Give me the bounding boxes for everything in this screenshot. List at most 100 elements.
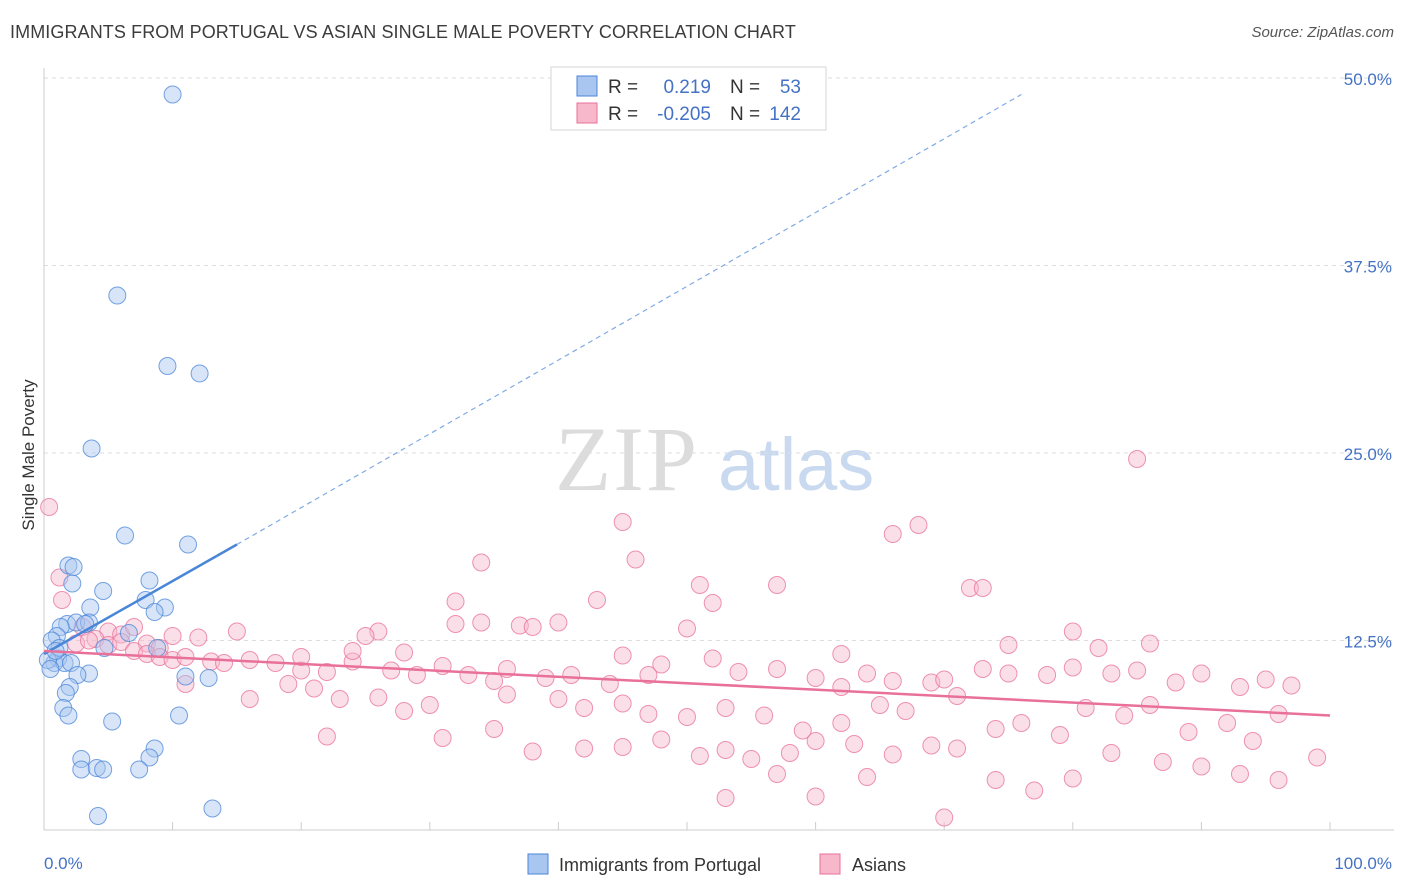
source-label: Source: ZipAtlas.com — [1251, 24, 1394, 41]
point-asians — [369, 688, 388, 707]
point-portugal — [63, 574, 82, 593]
point-portugal — [103, 712, 122, 731]
point-asians — [343, 642, 362, 660]
point-asians — [626, 550, 645, 569]
point-asians — [1192, 664, 1211, 683]
point-portugal — [203, 799, 222, 818]
x-tick-label-max: 100.0% — [1334, 854, 1392, 873]
point-asians — [755, 706, 774, 725]
point-asians — [125, 618, 144, 636]
point-portugal — [108, 286, 127, 305]
point-portugal — [145, 739, 164, 758]
point-asians — [973, 660, 992, 678]
point-portugal — [158, 357, 177, 375]
point-portugal — [94, 760, 113, 779]
legend-r-value-asians: -0.205 — [657, 104, 711, 125]
point-asians — [1192, 757, 1211, 776]
point-asians — [986, 771, 1005, 789]
point-asians — [613, 694, 632, 713]
point-asians — [639, 705, 658, 723]
point-asians — [317, 727, 336, 746]
point-asians — [305, 679, 324, 698]
point-asians — [536, 669, 555, 687]
point-asians — [1230, 678, 1249, 696]
point-asians — [1063, 658, 1082, 677]
point-asians — [729, 663, 748, 681]
point-portugal — [176, 667, 195, 686]
point-asians — [613, 513, 632, 531]
point-asians — [292, 661, 311, 680]
point-asians — [935, 808, 954, 827]
point-asians — [459, 666, 478, 684]
point-asians — [883, 672, 902, 690]
point-asians — [960, 579, 979, 597]
y-tick-label: 37.5% — [1344, 258, 1392, 277]
point-portugal — [94, 582, 113, 600]
point-asians — [935, 670, 954, 689]
point-asians — [1269, 771, 1288, 789]
point-asians — [716, 699, 735, 717]
point-asians — [832, 645, 851, 663]
point-portugal — [64, 558, 83, 576]
point-asians — [523, 742, 542, 761]
point-portugal — [148, 639, 167, 657]
point-asians — [382, 661, 401, 680]
point-asians — [472, 613, 491, 632]
y-axis-label: Single Male Poverty — [19, 379, 38, 531]
bottom-legend-swatch-asians — [819, 853, 841, 875]
point-asians — [1102, 744, 1121, 762]
point-portugal — [140, 571, 159, 590]
point-asians — [768, 660, 787, 678]
point-asians — [999, 664, 1018, 683]
point-asians — [870, 696, 889, 714]
point-asians — [510, 616, 529, 635]
point-asians — [690, 747, 709, 765]
point-portugal — [199, 669, 218, 687]
point-asians — [80, 631, 99, 650]
point-asians — [768, 576, 787, 594]
point-asians — [703, 649, 722, 668]
point-portugal — [119, 624, 138, 642]
series-portugal — [38, 85, 222, 825]
point-portugal — [51, 618, 70, 636]
watermark-atlas: atlas — [718, 423, 874, 506]
point-asians — [639, 666, 658, 684]
point-asians — [1243, 732, 1262, 750]
point-asians — [292, 648, 311, 666]
point-asians — [652, 655, 671, 674]
point-asians — [832, 714, 851, 732]
point-asians — [806, 732, 825, 750]
legend-r-value-portugal: 0.219 — [663, 77, 711, 98]
point-asians — [1128, 450, 1147, 468]
point-asians — [613, 646, 632, 665]
point-asians — [395, 702, 414, 720]
point-asians — [1115, 706, 1134, 725]
point-asians — [215, 654, 234, 672]
point-asians — [858, 664, 877, 683]
point-asians — [176, 675, 195, 693]
point-asians — [330, 690, 349, 708]
point-asians — [703, 594, 722, 612]
point-asians — [227, 622, 246, 641]
point-asians — [1166, 673, 1185, 692]
legend-n-label-portugal: N = — [730, 77, 760, 98]
point-asians — [716, 741, 735, 759]
point-asians — [909, 516, 928, 534]
point-portugal — [130, 760, 149, 779]
legend-n-value-asians: 142 — [769, 104, 801, 125]
point-asians — [1140, 634, 1159, 653]
trendlines — [43, 93, 1331, 717]
y-tick-label: 50.0% — [1344, 70, 1392, 89]
point-asians — [189, 628, 208, 647]
point-asians — [1025, 781, 1044, 800]
point-asians — [549, 613, 568, 632]
point-asians — [1063, 622, 1082, 641]
point-portugal — [140, 748, 159, 767]
point-asians — [678, 619, 696, 638]
point-asians — [652, 730, 671, 749]
y-tick-label: 12.5% — [1344, 633, 1392, 652]
point-portugal — [72, 760, 91, 779]
point-portugal — [170, 706, 189, 725]
axes — [43, 68, 1394, 831]
point-asians — [793, 721, 812, 740]
